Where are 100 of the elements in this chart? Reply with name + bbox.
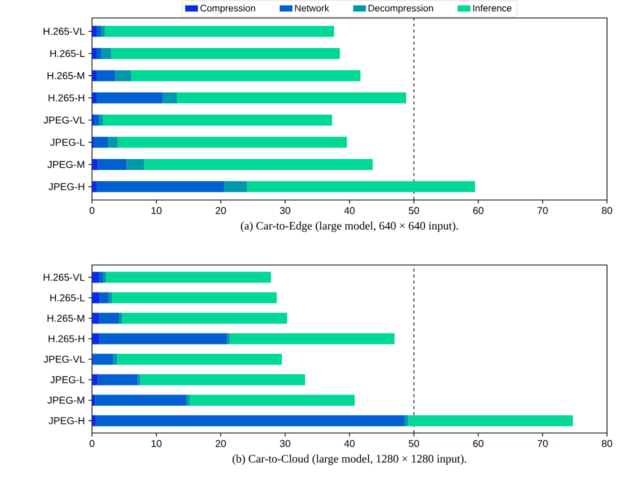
bar [131,70,360,82]
bar [96,48,102,60]
x-tick-label: 30 [280,440,290,448]
bar [96,415,405,426]
y-tick-label: JPEG-M [48,396,84,404]
y-tick-label: H.265-VL [44,28,85,35]
bar [94,136,108,148]
bar [138,374,140,386]
bar [92,312,100,324]
bar [117,354,282,365]
bar [92,415,96,426]
y-tick-label: JPEG-H [48,183,84,190]
bar [247,181,476,192]
bar [96,181,224,192]
x-tick-label: 0 [90,207,94,214]
bar [176,92,406,104]
text: (b) Car-to-Cloud (large model, 1280 × 1280 input). [232,454,466,465]
x-tick-label: 0 [90,440,94,448]
text: (a) Car-to-Edge (large model, 640 × 640 input). [240,222,458,232]
bar [186,394,190,406]
x-tick-label: 20 [216,440,226,448]
x-tick-label: 20 [216,207,226,214]
bar [122,312,288,324]
bar [92,292,100,304]
bar [92,92,97,104]
bar [101,26,105,37]
bar [92,181,97,192]
bar [112,292,277,304]
x-tick-label: 60 [473,207,484,214]
y-tick-label: H.265-L [50,50,85,58]
x-tick-label: 30 [280,207,290,214]
y-tick-label: JPEG-M [48,160,84,168]
bar [98,374,138,386]
x-tick-label: 80 [602,440,612,448]
y-tick-label: H.265-VL [44,274,85,281]
y-tick-label: JPEG-H [48,417,84,424]
bar [102,272,106,283]
bar [92,333,100,344]
bar [119,312,122,324]
x-tick-label: 50 [408,440,420,448]
bar [93,354,114,365]
bar [92,26,97,37]
bar [99,333,228,344]
bar [140,374,306,386]
x-tick-label: 70 [538,207,548,214]
y-tick-label: H.265-H [48,335,84,342]
x-tick-label: 10 [152,207,162,214]
legend-label: Compression [200,4,256,14]
bar [227,333,230,344]
bar [108,292,112,304]
bar [113,354,118,365]
bar [106,272,271,283]
bar [404,415,408,426]
bar [92,374,98,386]
x-tick-label: 50 [408,207,420,214]
bar [230,333,395,344]
bar [96,70,116,82]
legend-label: Network [295,4,330,12]
bar [104,26,334,37]
bar [100,292,109,304]
bar [98,158,127,170]
bar [96,92,163,104]
x-tick-label: 60 [473,440,484,448]
y-tick-label: JPEG-L [50,138,85,146]
bar [92,394,96,406]
bar [408,415,573,426]
bar [111,48,340,60]
bar [92,272,100,283]
bar [115,70,132,82]
bar [190,394,355,406]
bar [99,272,103,283]
bar [92,158,98,170]
x-tick-label: 70 [538,440,548,448]
bar [224,181,248,192]
bar [108,136,118,148]
legend-label: Inference [473,4,512,12]
bar [96,26,102,37]
y-tick-label: H.265-H [48,94,84,102]
x-tick-label: 10 [152,440,162,448]
x-tick-label: 40 [344,207,355,214]
bar [95,394,186,406]
bar [92,48,97,60]
y-tick-label: H.265-L [50,294,85,302]
bar [99,114,103,126]
bar [94,114,100,126]
legend-label: Decompression [368,4,434,14]
bar [144,158,373,170]
bar [126,158,144,170]
y-tick-label: JPEG-L [50,376,85,384]
bar [102,114,332,126]
bar [101,48,112,60]
bar [99,312,120,324]
bar [118,136,347,148]
y-tick-label: H.265-M [48,314,84,322]
y-tick-label: JPEG-VL [44,356,85,363]
x-tick-label: 40 [344,440,355,448]
x-tick-label: 80 [602,207,612,214]
bar [92,70,97,82]
y-tick-label: JPEG-VL [44,116,85,124]
y-tick-label: H.265-M [48,72,84,80]
